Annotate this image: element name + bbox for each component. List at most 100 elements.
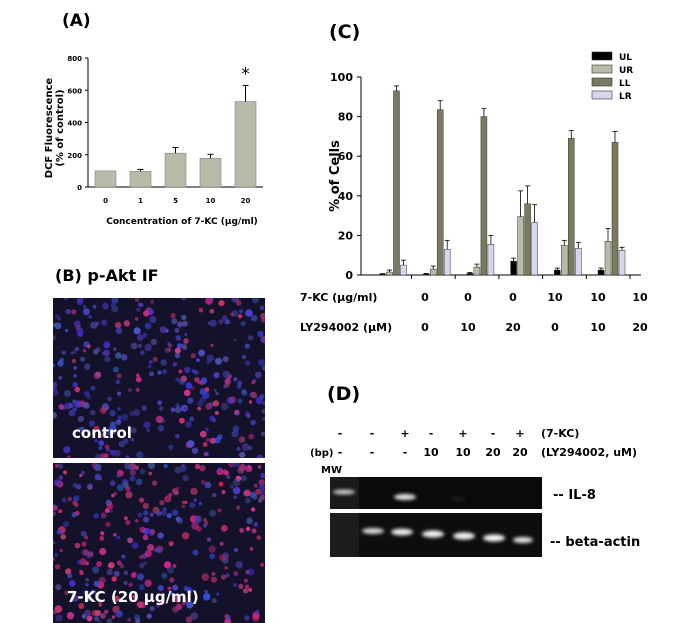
if-cell-nucleus [87, 344, 91, 349]
if-cell-nucleus [89, 409, 96, 416]
if-cell-nucleus [161, 510, 167, 516]
if-cell-nucleus [172, 564, 177, 568]
chart-c-bar [517, 216, 524, 276]
if-cell-nucleus [138, 584, 145, 591]
if-cell-nucleus [115, 352, 122, 359]
if-cell-nucleus [77, 415, 85, 423]
if-cell-nucleus [102, 302, 109, 310]
if-cell-nucleus [244, 360, 251, 366]
if-cell-nucleus [191, 522, 199, 530]
if-cell-nucleus [83, 402, 90, 409]
panel-a-ylabel-line2: (% of control) [55, 89, 66, 166]
if-cell-nucleus [90, 589, 97, 595]
if-cell-nucleus [258, 479, 265, 486]
if-cell-nucleus [262, 401, 265, 405]
if-cell-nucleus [190, 386, 195, 390]
if-cell-nucleus [196, 358, 200, 362]
if-cell-nucleus [72, 500, 78, 506]
chart-a-bar [199, 158, 222, 188]
if-cell-nucleus [136, 373, 140, 378]
chart-c-bar [422, 273, 430, 276]
if-cell-nucleus [54, 322, 62, 330]
if-cell-nucleus [183, 585, 189, 591]
if-cell-nucleus [232, 582, 238, 587]
actin-band-lane4 [453, 532, 475, 540]
if-cell-nucleus [116, 535, 120, 540]
if-cell-nucleus [125, 485, 131, 492]
chart-c-ytick-label: 60 [338, 150, 354, 163]
if-cell-nucleus [88, 315, 92, 319]
row-ly-value: 20 [632, 321, 648, 334]
if-cell-nucleus [200, 377, 208, 384]
if-cell-nucleus [257, 465, 262, 469]
gel-7kc-label: (7-KC) [541, 427, 579, 440]
if-cell-nucleus [169, 590, 174, 596]
actin-band-lane3 [422, 530, 444, 538]
chart-c-bar [466, 273, 474, 276]
chart-c-ytick-label: 0 [345, 269, 353, 282]
if-cell-nucleus [92, 304, 97, 309]
if-cell-nucleus [76, 559, 82, 565]
if-cell-nucleus [71, 309, 77, 315]
if-cell-nucleus [109, 449, 116, 456]
if-cell-nucleus [239, 309, 243, 314]
if-cell-nucleus [157, 370, 162, 375]
if-cell-nucleus [242, 588, 249, 594]
if-cell-nucleus [211, 572, 216, 576]
if-cell-nucleus [91, 609, 98, 617]
if-cell-nucleus [237, 314, 243, 319]
if-cell-nucleus [245, 464, 253, 473]
if-cell-nucleus [209, 509, 217, 517]
if-cell-nucleus [115, 322, 122, 329]
if-cell-nucleus [206, 354, 214, 362]
if-cell-nucleus [190, 487, 198, 495]
panel-c-label: (C) [329, 21, 360, 43]
if-cell-nucleus [131, 542, 139, 549]
if-cell-nucleus [185, 382, 193, 389]
if-cell-nucleus [241, 388, 247, 394]
if-cell-nucleus [94, 473, 102, 481]
if-cell-nucleus [251, 380, 256, 385]
if-cell-nucleus [74, 400, 82, 408]
if-cell-nucleus [72, 382, 78, 388]
if-cell-nucleus [82, 308, 90, 316]
if-cell-nucleus [81, 470, 86, 475]
chart-a-xtick-label: 5 [173, 197, 178, 205]
if-cell-nucleus [233, 571, 239, 576]
if-cell-nucleus [55, 614, 63, 622]
if-cell-nucleus [111, 493, 115, 498]
if-cell-nucleus [191, 447, 199, 454]
if-cell-nucleus [54, 479, 62, 487]
if-cell-nucleus [233, 548, 238, 553]
gel-7kc-value: - [491, 427, 496, 440]
if-cell-nucleus [82, 305, 87, 309]
if-cell-nucleus [249, 547, 254, 551]
if-cell-nucleus [180, 375, 187, 382]
if-cell-nucleus [53, 389, 59, 396]
if-cell-nucleus [235, 561, 243, 569]
chart-c-legend-label: UR [619, 66, 633, 76]
if-cell-nucleus [134, 465, 139, 471]
if-cell-nucleus [183, 406, 188, 411]
if-cell-nucleus [218, 319, 224, 324]
if-cell-nucleus [205, 402, 213, 410]
if-cell-nucleus [249, 491, 257, 499]
if-cell-nucleus [116, 484, 124, 492]
chart-c-legend-swatch [591, 90, 613, 100]
if-cell-nucleus [202, 593, 211, 601]
if-cell-nucleus [98, 446, 103, 450]
if-cell-nucleus [247, 335, 254, 341]
if-cell-nucleus [152, 480, 158, 486]
if-cell-nucleus [79, 356, 86, 362]
gel-il8 [330, 477, 542, 509]
if-cell-nucleus [117, 391, 122, 396]
if-cell-nucleus [198, 349, 206, 357]
if-cell-nucleus [80, 426, 85, 432]
if-cell-nucleus [74, 542, 81, 549]
if-cell-nucleus [260, 472, 265, 479]
if-cell-nucleus [61, 497, 67, 503]
if-cell-nucleus [104, 444, 110, 449]
if-cell-nucleus [244, 615, 250, 621]
if-cell-nucleus [58, 404, 64, 410]
if-cell-nucleus [122, 438, 129, 444]
